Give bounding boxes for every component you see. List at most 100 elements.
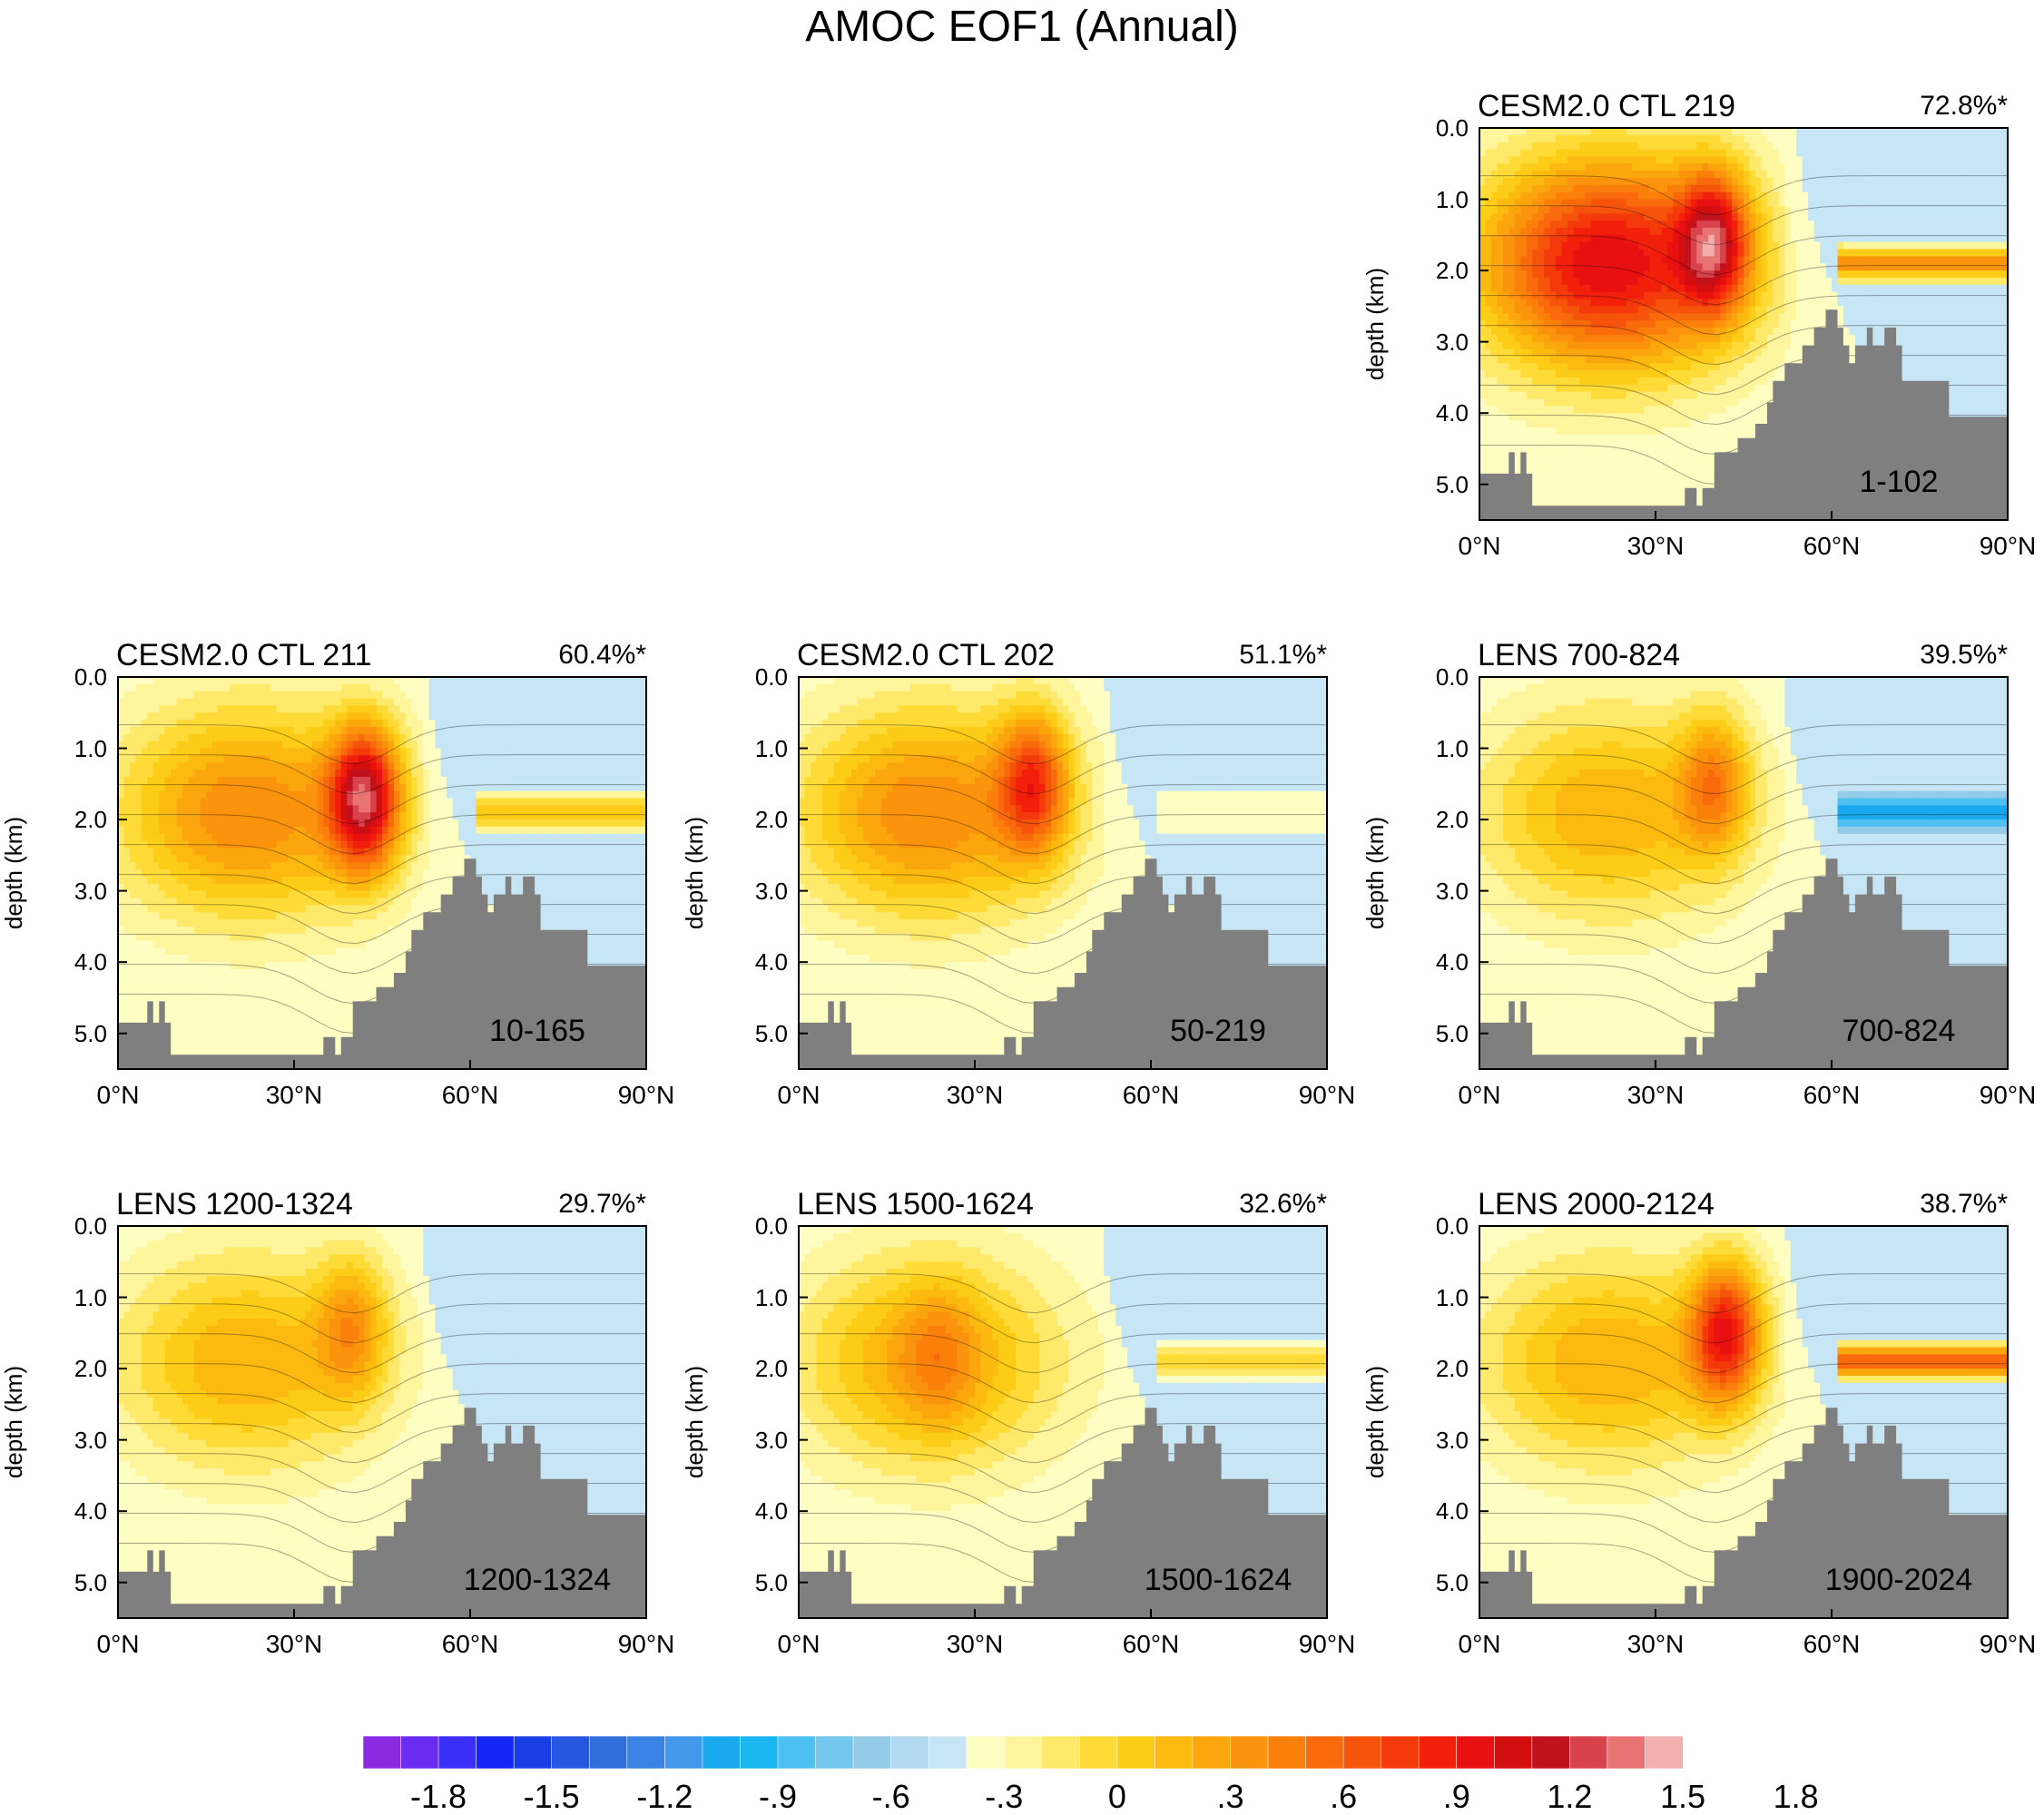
contour-cell <box>1767 242 1774 250</box>
contour-cell <box>1808 135 1814 142</box>
contour-cell <box>1732 200 1738 207</box>
contour-cell <box>1603 185 1609 192</box>
contour-cell <box>1608 235 1615 242</box>
contour-cell <box>1603 235 1609 242</box>
contour-cell <box>1679 313 1685 320</box>
contour-cell <box>1696 256 1703 263</box>
contour-cell <box>1996 206 2002 213</box>
contour-cell <box>1867 228 1873 235</box>
contour-cell <box>1691 370 1697 378</box>
contour-cell <box>1550 128 1557 135</box>
contour-cell <box>1891 320 1897 328</box>
contour-cell <box>1667 206 1674 213</box>
contour-cell <box>1656 128 1662 135</box>
contour-cell <box>1527 335 1533 342</box>
contour-cell <box>1515 263 1521 270</box>
contour-cell <box>1515 135 1521 142</box>
contour-cell <box>1538 192 1545 200</box>
contour-cell <box>1544 192 1550 200</box>
contour-cell <box>1562 285 1568 292</box>
contour-cell <box>1527 306 1533 313</box>
contour-cell <box>1755 385 1762 392</box>
contour-cell <box>1696 156 1703 163</box>
contour-cell <box>1562 206 1568 213</box>
contour-cell <box>1691 150 1697 157</box>
contour-cell <box>1667 470 1674 477</box>
contour-cell <box>1943 128 1950 135</box>
contour-cell <box>1896 320 1902 328</box>
contour-cell <box>1761 150 1767 157</box>
contour-cell <box>1579 285 1586 292</box>
contour-cell <box>1779 156 1785 163</box>
contour-cell <box>1679 342 1685 349</box>
contour-cell <box>1960 342 1967 349</box>
contour-cell <box>1585 498 1591 505</box>
contour-cell <box>1550 250 1557 257</box>
contour-cell <box>1843 320 1850 328</box>
contour-cell <box>1767 342 1774 349</box>
contour-cell <box>1955 392 1961 399</box>
contour-cell <box>1644 378 1650 385</box>
contour-cell <box>1744 420 1750 427</box>
contour-cell <box>1603 178 1609 185</box>
contour-cell <box>1479 128 1486 135</box>
contour-cell <box>1520 228 1527 235</box>
contour-cell <box>1679 435 1685 442</box>
contour-cell <box>1925 213 1931 221</box>
contour-cell <box>1538 498 1545 505</box>
contour-cell <box>1520 320 1527 328</box>
contour-cell <box>1972 163 1979 171</box>
contour-cell <box>1562 171 1568 178</box>
contour-cell <box>1967 213 1973 221</box>
contour-cell <box>1520 150 1527 157</box>
contour-cell <box>1943 363 1950 370</box>
contour-cell <box>1650 348 1656 356</box>
contour-cell <box>1972 250 1979 257</box>
contour-cell <box>1696 150 1703 157</box>
contour-cell <box>1573 335 1579 342</box>
contour-cell <box>1562 228 1568 235</box>
contour-cell <box>1872 185 1879 192</box>
contour-cell <box>1990 299 1997 307</box>
contour-cell <box>1749 278 1755 285</box>
contour-cell <box>1896 285 1902 292</box>
contour-cell <box>1650 142 1656 150</box>
contour-cell <box>1808 335 1814 342</box>
contour-cell <box>1620 406 1626 413</box>
contour-cell <box>1796 156 1803 163</box>
contour-cell <box>1556 178 1562 185</box>
contour-cell <box>1931 206 1938 213</box>
contour-cell <box>1615 213 1621 221</box>
contour-cell <box>1732 427 1738 435</box>
contour-cell <box>1967 270 1973 278</box>
contour-cell <box>1773 192 1779 200</box>
contour-cell <box>1615 477 1621 485</box>
contour-cell <box>1931 278 1938 285</box>
contour-cell <box>1744 335 1750 342</box>
contour-cell <box>1990 356 1997 363</box>
contour-cell <box>1544 313 1550 320</box>
contour-cell <box>1837 278 1843 285</box>
contour-cell <box>1497 192 1503 200</box>
contour-cell <box>1491 250 1498 257</box>
contour-cell <box>1691 328 1697 335</box>
contour-cell <box>1691 420 1697 427</box>
contour-cell <box>1925 328 1931 335</box>
contour-cell <box>1984 242 1990 250</box>
contour-cell <box>1667 213 1674 221</box>
contour-cell <box>1738 192 1744 200</box>
contour-cell <box>1967 185 1973 192</box>
contour-cell <box>1597 306 1603 313</box>
contour-cell <box>1937 306 1943 313</box>
contour-cell <box>1644 348 1650 356</box>
contour-cell <box>1960 392 1967 399</box>
contour-cell <box>1779 142 1785 150</box>
contour-cell <box>1656 406 1662 413</box>
contour-cell <box>1508 313 1515 320</box>
contour-cell <box>1591 185 1597 192</box>
contour-cell <box>1920 185 1926 192</box>
contour-cell <box>1679 463 1685 470</box>
contour-cell <box>1979 398 1985 406</box>
contour-cell <box>1791 213 1797 221</box>
contour-cell <box>1650 413 1656 420</box>
